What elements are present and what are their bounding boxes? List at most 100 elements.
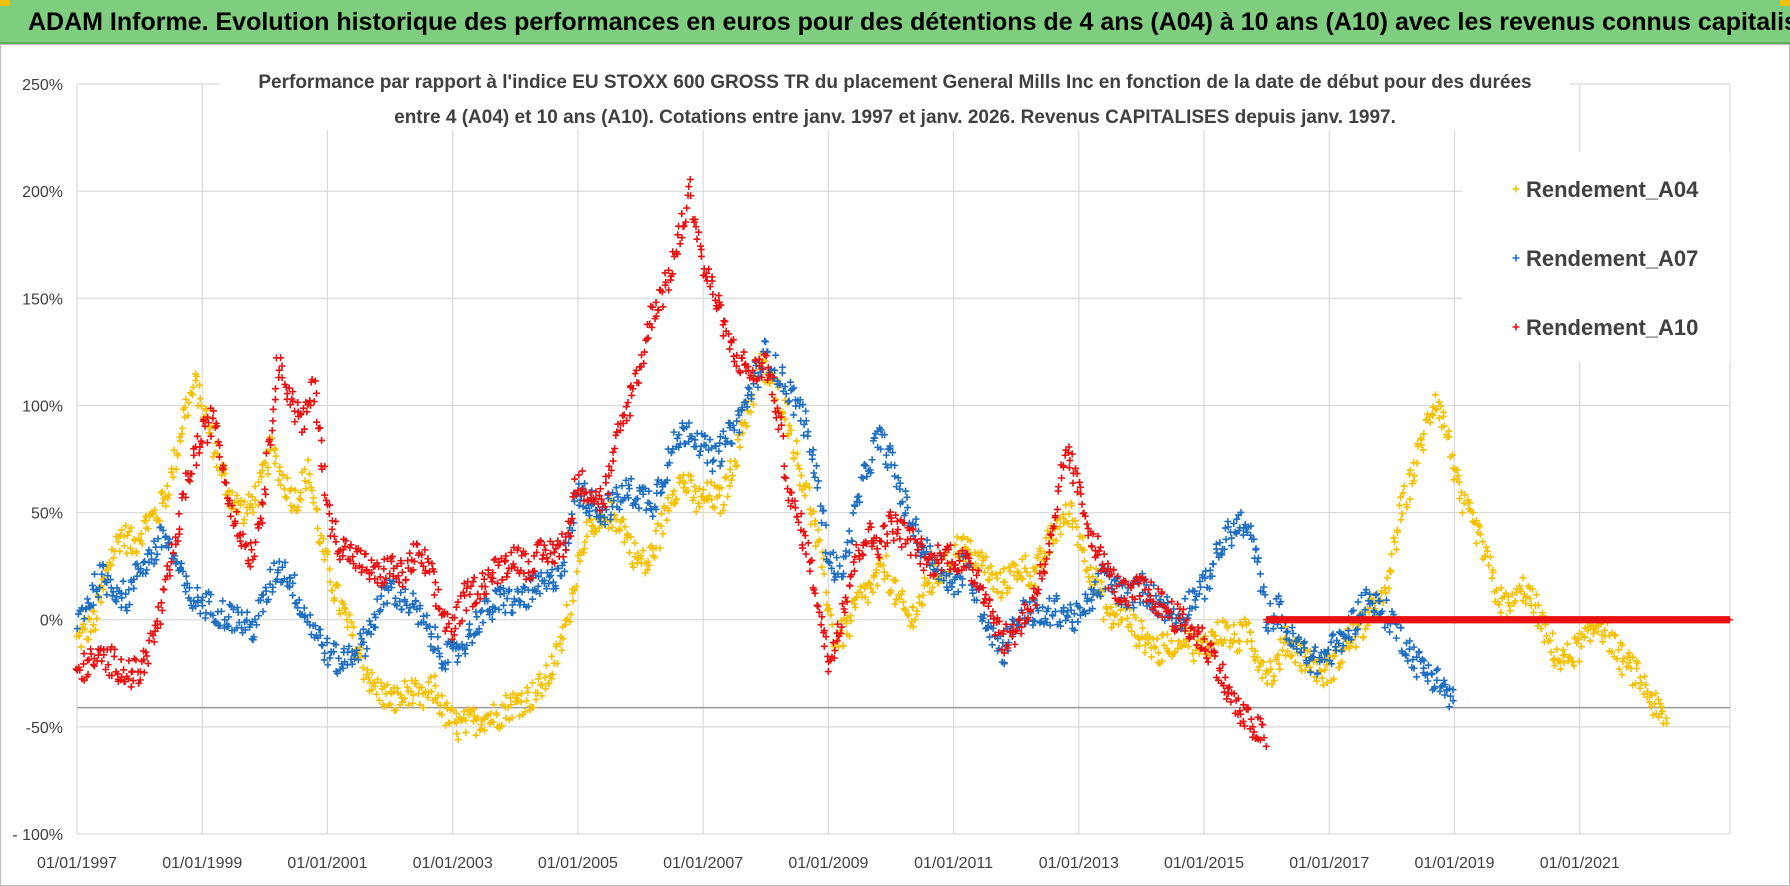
data-point [861, 593, 869, 601]
data-point [1220, 688, 1228, 696]
data-point [644, 334, 652, 342]
data-point [364, 666, 372, 674]
data-point [1435, 414, 1443, 422]
data-point [129, 677, 137, 685]
data-point [818, 613, 826, 621]
data-point [1065, 464, 1073, 472]
data-point [385, 701, 393, 709]
data-point [1522, 593, 1530, 601]
data-point [1069, 479, 1077, 487]
data-point [362, 550, 370, 558]
data-point [491, 604, 499, 612]
data-point [600, 500, 608, 508]
data-point [1307, 668, 1315, 676]
data-point [1256, 715, 1264, 723]
data-point [549, 578, 557, 586]
data-point [1088, 596, 1095, 604]
data-point [203, 413, 211, 421]
data-point [1404, 657, 1412, 665]
data-point [1189, 649, 1197, 657]
data-point [813, 601, 821, 609]
data-point [518, 552, 526, 560]
data-point [332, 538, 340, 546]
data-point [973, 571, 981, 579]
data-point [588, 487, 596, 495]
data-point [896, 479, 904, 487]
data-point [1327, 638, 1335, 646]
data-point [1123, 589, 1131, 597]
data-point [863, 540, 871, 548]
data-point [676, 240, 684, 248]
data-point [1174, 644, 1182, 652]
data-point [1608, 648, 1616, 656]
data-point [840, 605, 848, 613]
data-point [482, 590, 490, 598]
data-point [911, 616, 919, 624]
data-point [427, 642, 435, 650]
data-point [1357, 591, 1365, 599]
data-point [830, 654, 838, 662]
data-point [524, 688, 532, 696]
data-point [461, 650, 469, 658]
data-point [1000, 565, 1008, 573]
data-point [228, 488, 236, 496]
data-point [1485, 561, 1493, 569]
data-point [1088, 543, 1096, 551]
data-point [204, 419, 212, 427]
data-point [627, 533, 635, 541]
data-point [1071, 626, 1079, 634]
data-point [758, 373, 766, 381]
data-point [196, 395, 204, 403]
data-point [291, 571, 299, 579]
data-point [291, 418, 299, 426]
data-point [405, 609, 413, 617]
data-point [196, 443, 204, 451]
data-point [827, 611, 835, 619]
data-point [923, 536, 931, 544]
data-point [553, 660, 561, 668]
data-point [481, 583, 489, 591]
data-point [1534, 601, 1542, 609]
data-point [841, 608, 849, 616]
data-point [1234, 637, 1242, 645]
data-point [852, 541, 860, 549]
data-point [711, 296, 719, 304]
data-point [254, 501, 262, 509]
data-point [251, 496, 259, 504]
data-point [1449, 451, 1457, 459]
data-point [568, 526, 576, 534]
data-point [287, 485, 295, 493]
data-point [90, 662, 98, 670]
data-point [896, 535, 904, 543]
data-point [294, 398, 302, 406]
data-point [164, 539, 172, 547]
data-point [524, 558, 532, 566]
data-point [904, 504, 912, 512]
data-point [753, 375, 761, 383]
x-tick-label: 01/01/2017 [1289, 855, 1369, 872]
data-point [1489, 568, 1497, 576]
data-point [898, 543, 906, 551]
data-point [1526, 595, 1534, 603]
data-point [1482, 543, 1490, 551]
data-point [193, 372, 201, 380]
data-point [1542, 632, 1550, 640]
data-point [725, 330, 733, 338]
data-point [720, 501, 728, 509]
data-point [979, 614, 987, 622]
data-point [1254, 653, 1261, 661]
data-point [1203, 654, 1211, 662]
data-point [1270, 677, 1278, 685]
data-point [706, 436, 714, 444]
data-point [295, 596, 303, 604]
data-point [1288, 623, 1296, 631]
data-point [528, 574, 536, 582]
data-point [995, 617, 1003, 625]
data-point [613, 428, 621, 436]
data-point [1260, 734, 1268, 742]
data-point [840, 615, 848, 623]
data-point [441, 665, 449, 673]
data-point [825, 605, 833, 613]
data-point [984, 602, 992, 610]
data-point [1130, 604, 1138, 612]
